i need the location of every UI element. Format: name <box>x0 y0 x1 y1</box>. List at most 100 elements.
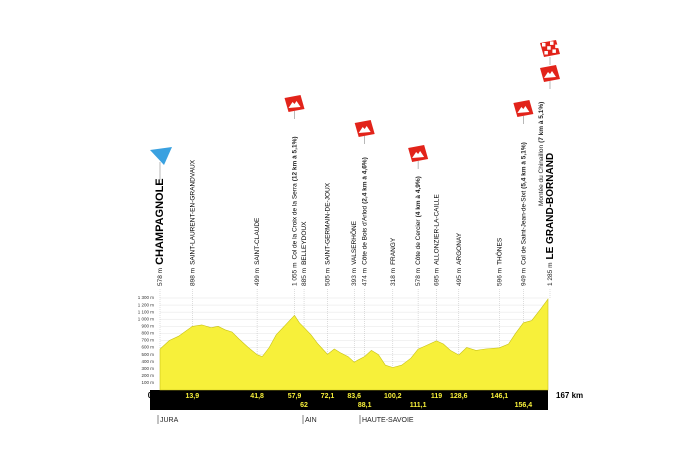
waypoint-name: Côte de Bois d'Arlod <box>361 205 368 264</box>
waypoint-altitude: 885 m <box>301 268 308 286</box>
y-tick-label: 100 m <box>141 380 154 385</box>
mountain-icon <box>412 151 425 158</box>
y-tick-label: 500 m <box>141 352 154 357</box>
waypoint-name: ALLONZIER-LA-CAILLE <box>433 193 440 264</box>
waypoint-altitude: 393 m <box>351 268 358 286</box>
waypoint-label: 578 m CHAMPAGNOLE <box>154 178 166 286</box>
km-bar <box>150 390 548 410</box>
waypoint-name: SAINT-GERMAIN-DE-JOUX <box>324 182 331 265</box>
elevation-area <box>159 298 549 391</box>
waypoint-name: VALSERHÔNE <box>349 220 358 265</box>
x-tick-label: 62 <box>300 402 308 409</box>
y-tick-label: 700 m <box>141 338 154 343</box>
waypoint-name: BELLEYDOUX <box>301 221 308 265</box>
waypoint-name: Col de Saint-Jean-de-Sixt <box>520 191 527 265</box>
y-tick-label: 1 300 m <box>138 295 155 300</box>
climb-flag <box>354 120 375 137</box>
waypoint-name: SAINT-LAURENT-EN-GRANDVAUX <box>189 159 196 265</box>
waypoint-label: 596 m THÔNES <box>494 237 503 286</box>
x-tick-label: 13,9 <box>185 393 199 400</box>
x-tick-label: 128,6 <box>450 393 468 400</box>
y-tick-label: 800 m <box>141 331 154 336</box>
waypoint-name: ARGONAY <box>456 232 463 265</box>
checker <box>542 43 546 47</box>
x-tick-label: 72,1 <box>321 393 335 400</box>
waypoint-altitude: 318 m <box>390 268 397 286</box>
y-tick-label: 900 m <box>141 323 154 328</box>
waypoint-altitude: 1 055 m <box>291 263 298 287</box>
x-tick-label: 0 <box>148 391 153 400</box>
y-tick-label: 400 m <box>141 359 154 364</box>
waypoint-label: 495 m ARGONAY <box>456 232 463 286</box>
waypoint-label: 1 285 m LE GRAND-BORNAND <box>545 153 556 286</box>
waypoint-label: 393 m VALSERHÔNE <box>349 220 358 286</box>
waypoint-label: 885 m BELLEYDOUX <box>301 221 308 286</box>
waypoint-altitude: 695 m <box>433 268 440 286</box>
y-tick-label: 1 200 m <box>138 302 155 307</box>
x-tick-label: 41,8 <box>250 393 264 400</box>
x-tick-label: 167 km <box>556 391 583 400</box>
waypoint-label: 578 m Côte de Cercier (4 km à 4,9%) <box>415 176 422 286</box>
y-tick-label: 1 000 m <box>138 316 155 321</box>
start-flag <box>150 147 172 165</box>
climb-detail: (7 km à 5,1%) <box>538 102 545 143</box>
checker <box>547 46 551 50</box>
region-label: AIN <box>305 417 317 424</box>
waypoint-name: LE GRAND-BORNAND <box>545 153 556 260</box>
waypoint-altitude: 505 m <box>324 268 331 286</box>
climb-detail: (5,4 km à 5,1%) <box>520 142 527 189</box>
climb-flag <box>513 100 534 117</box>
checker <box>544 51 548 55</box>
waypoint-label: 949 m Col de Saint-Jean-de-Sixt (5,4 km à … <box>520 142 527 286</box>
checker <box>555 44 559 49</box>
x-tick-label: 146,1 <box>491 393 509 400</box>
x-tick-label: 119 <box>431 393 442 400</box>
waypoint-name: Col de la Croix de la Serra <box>291 183 298 260</box>
waypoint-altitude: 495 m <box>456 268 463 286</box>
waypoint-label: 695 m ALLONZIER-LA-CAILLE <box>433 193 440 286</box>
x-tick-label: 100,2 <box>384 393 402 400</box>
y-tick-label: 1 100 m <box>138 309 155 314</box>
region-label: HAUTE-SAVOIE <box>362 417 414 424</box>
checker <box>552 49 556 53</box>
waypoint-name: SAINT-CLAUDE <box>254 217 261 265</box>
climb-flag <box>408 145 429 162</box>
waypoint-label: 474 m Côte de Bois d'Arlod(2,4 km à 4,6%) <box>361 157 368 286</box>
waypoint-name: THÔNES <box>494 237 503 265</box>
waypoint-name: FRANGY <box>390 237 397 265</box>
climb-label: Montée du Chinaillon (7 km à 5,1%) <box>538 102 545 206</box>
waypoint-altitude: 898 m <box>189 268 196 286</box>
mountain-icon <box>358 126 371 133</box>
climb-flag <box>284 95 305 112</box>
waypoint-altitude: 499 m <box>254 268 261 286</box>
x-tick-label: 88,1 <box>358 402 372 409</box>
waypoint-altitude: 578 m <box>157 268 164 286</box>
checker <box>550 41 554 45</box>
climb-detail: (12 km à 5,1%) <box>291 136 298 181</box>
waypoint-label: 1 055 m Col de la Croix de la Serra (12 km… <box>291 136 298 286</box>
climb-name: Montée du Chinaillon <box>538 145 545 206</box>
y-tick-label: 300 m <box>141 366 154 371</box>
waypoint-label: 318 m FRANGY <box>390 237 397 286</box>
waypoint-name: CHAMPAGNOLE <box>154 178 166 265</box>
mountain-icon <box>288 101 301 108</box>
waypoint-altitude: 596 m <box>496 268 503 286</box>
mountain-icon <box>544 71 556 78</box>
waypoint-name: Côte de Cercier <box>415 219 422 265</box>
waypoint-altitude: 578 m <box>415 268 422 286</box>
waypoint-altitude: 474 m <box>361 268 368 286</box>
y-tick-label: 600 m <box>141 345 154 350</box>
x-tick-label: 111,1 <box>410 402 427 409</box>
waypoint-altitude: 949 m <box>520 268 527 286</box>
climb-detail: (2,4 km à 4,6%) <box>361 157 368 204</box>
y-tick-label: 200 m <box>141 373 154 378</box>
mountain-icon <box>517 106 530 113</box>
waypoint-label: 499 m SAINT-CLAUDE <box>254 217 261 286</box>
climb-detail: (4 km à 4,9%) <box>415 176 422 217</box>
waypoint-label: 505 m SAINT-GERMAIN-DE-JOUX <box>324 182 331 286</box>
waypoint-altitude: 1 285 m <box>547 263 554 287</box>
region-label: JURA <box>160 417 179 424</box>
climb-flag <box>540 65 560 82</box>
